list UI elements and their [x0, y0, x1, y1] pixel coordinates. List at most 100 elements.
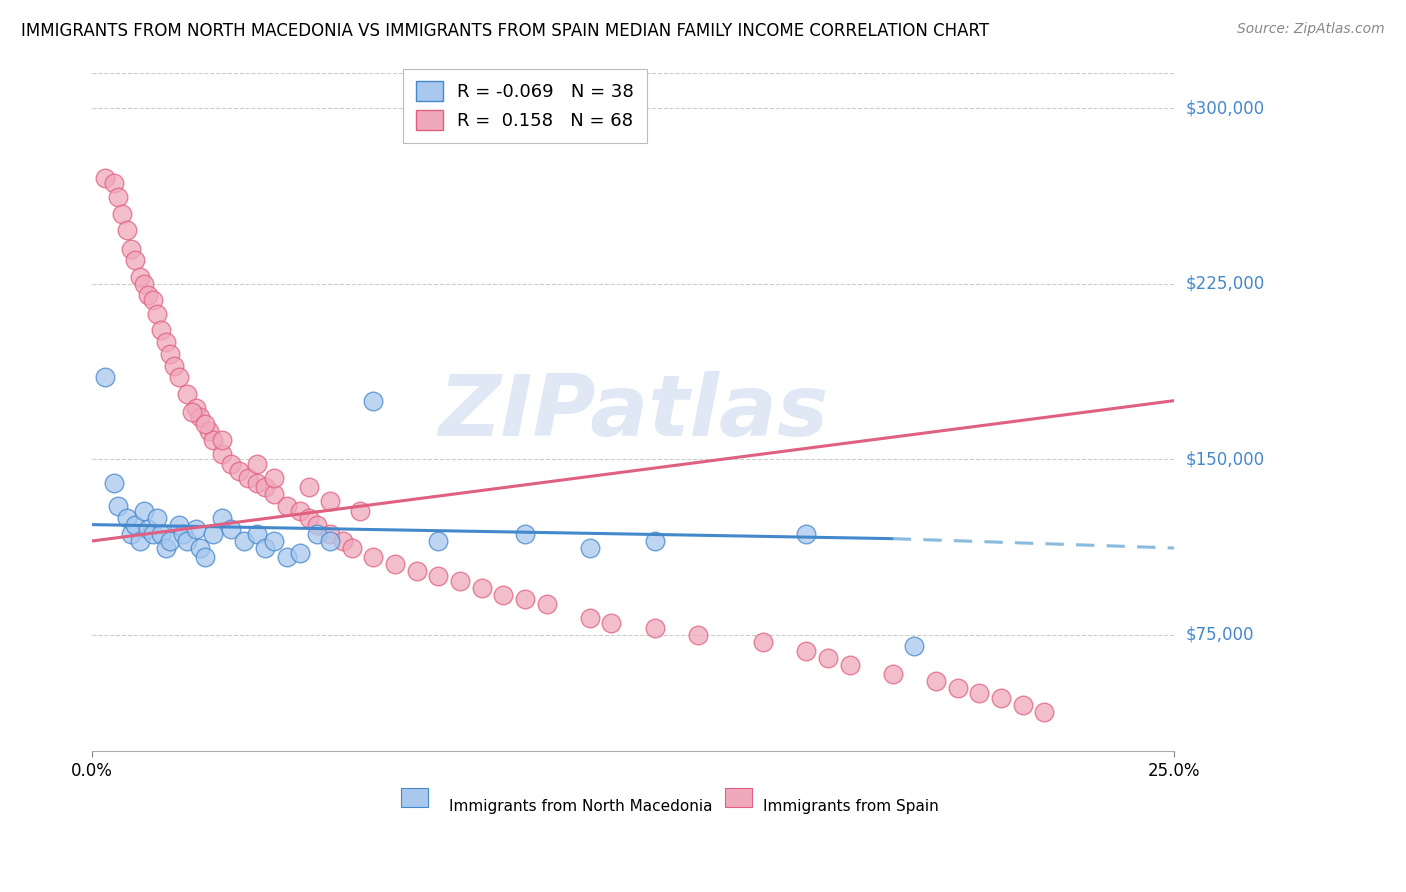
Text: $300,000: $300,000: [1185, 99, 1264, 118]
Point: [513, 527, 536, 541]
Point: [202, 527, 225, 541]
Point: [107, 190, 129, 204]
Point: [202, 434, 225, 448]
Point: [276, 550, 298, 565]
Point: [184, 522, 207, 536]
Point: [132, 277, 155, 291]
Point: [107, 499, 129, 513]
Point: [190, 541, 212, 555]
Point: [150, 527, 173, 541]
Point: [513, 592, 536, 607]
Point: [319, 494, 342, 508]
Point: [427, 533, 450, 548]
Point: [1011, 698, 1033, 712]
Point: [94, 370, 117, 384]
Point: [349, 503, 371, 517]
Point: [449, 574, 471, 588]
Point: [536, 597, 558, 611]
Point: [384, 558, 406, 572]
Point: [167, 370, 190, 384]
Point: [946, 681, 969, 696]
Point: [111, 206, 134, 220]
Point: [686, 627, 709, 641]
Point: [579, 611, 602, 625]
Point: [319, 533, 342, 548]
Point: [246, 475, 269, 490]
Point: [120, 527, 142, 541]
Point: [288, 546, 311, 560]
Point: [297, 510, 319, 524]
Text: ZIPatlas: ZIPatlas: [439, 371, 828, 454]
Point: [405, 565, 427, 579]
Point: [103, 176, 125, 190]
Point: [969, 686, 991, 700]
Point: [159, 347, 181, 361]
Point: [198, 424, 221, 438]
Point: [103, 475, 125, 490]
Point: [254, 541, 277, 555]
Point: [990, 690, 1012, 705]
Point: [211, 510, 233, 524]
Point: [194, 417, 217, 431]
Point: [211, 447, 233, 461]
Point: [176, 533, 198, 548]
Point: [332, 533, 354, 548]
Point: [120, 242, 142, 256]
Point: [228, 464, 250, 478]
Point: [146, 510, 169, 524]
Text: Source: ZipAtlas.com: Source: ZipAtlas.com: [1237, 22, 1385, 37]
Point: [219, 522, 242, 536]
Point: [838, 657, 860, 672]
Point: [297, 480, 319, 494]
Point: [644, 621, 666, 635]
Point: [794, 644, 817, 658]
Point: [219, 457, 242, 471]
Point: [146, 307, 169, 321]
Legend: R = -0.069   N = 38, R =  0.158   N = 68: R = -0.069 N = 38, R = 0.158 N = 68: [404, 69, 647, 143]
Point: [246, 457, 269, 471]
Point: [124, 517, 146, 532]
Text: $225,000: $225,000: [1185, 275, 1264, 293]
Point: [579, 541, 602, 555]
Point: [925, 674, 948, 689]
Point: [307, 527, 329, 541]
Point: [232, 533, 254, 548]
Point: [128, 269, 150, 284]
Point: [155, 335, 177, 350]
Point: [307, 517, 329, 532]
Point: [159, 533, 181, 548]
Point: [128, 533, 150, 548]
Point: [190, 410, 212, 425]
Point: [142, 527, 165, 541]
Point: [132, 503, 155, 517]
Point: [363, 393, 385, 408]
Point: [115, 510, 138, 524]
Point: [319, 527, 342, 541]
Point: [427, 569, 450, 583]
Point: [1033, 705, 1056, 719]
Point: [172, 527, 194, 541]
Point: [882, 667, 904, 681]
Point: [263, 533, 285, 548]
Point: [288, 503, 311, 517]
Point: [276, 499, 298, 513]
Point: [211, 434, 233, 448]
Point: [176, 386, 198, 401]
Point: [94, 171, 117, 186]
Point: [794, 527, 817, 541]
Point: [167, 517, 190, 532]
Point: [363, 550, 385, 565]
Text: $75,000: $75,000: [1185, 625, 1254, 643]
Point: [903, 639, 925, 653]
Point: [163, 359, 186, 373]
Text: $150,000: $150,000: [1185, 450, 1264, 468]
Bar: [401, 789, 427, 807]
Text: Immigrants from Spain: Immigrants from Spain: [763, 799, 939, 814]
Point: [492, 588, 515, 602]
Point: [115, 223, 138, 237]
Point: [142, 293, 165, 307]
Point: [236, 471, 259, 485]
Point: [150, 324, 173, 338]
Point: [600, 615, 623, 630]
Text: Immigrants from North Macedonia: Immigrants from North Macedonia: [449, 799, 713, 814]
